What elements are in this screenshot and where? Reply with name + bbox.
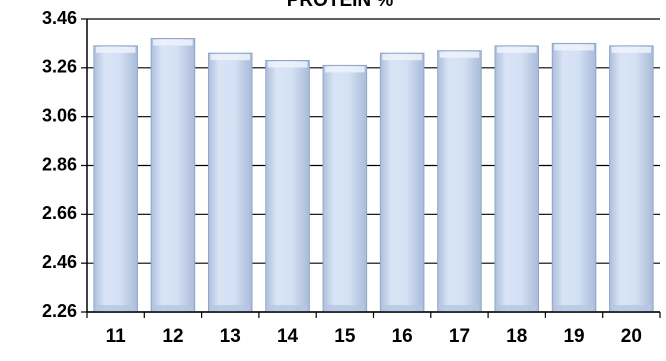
bar-bottom-bevel — [95, 305, 136, 311]
y-tick-label: 2.66 — [42, 203, 77, 223]
bar — [494, 45, 540, 313]
y-tick-label: 2.26 — [42, 301, 77, 321]
x-tick-label: 17 — [449, 326, 470, 347]
x-axis: 11 12 13 14 15 16 17 18 19 20 — [86, 311, 661, 347]
bars — [93, 38, 654, 313]
x-tick-label: 14 — [277, 326, 299, 347]
bar — [379, 52, 425, 313]
bar-top-bevel — [210, 54, 251, 61]
bar-top-bevel — [439, 51, 480, 58]
x-tick-label: 20 — [621, 326, 642, 347]
bar-top-bevel — [554, 44, 594, 51]
bar-bottom-bevel — [554, 305, 594, 311]
bar — [437, 50, 482, 313]
bar — [265, 60, 310, 313]
x-tick-label: 16 — [392, 326, 413, 347]
bar-bottom-bevel — [325, 305, 365, 311]
bar — [150, 38, 196, 313]
bar — [609, 45, 654, 313]
bar-top-bevel — [382, 54, 422, 61]
x-tick-label: 13 — [220, 326, 241, 347]
y-tick-label: 3.06 — [42, 105, 77, 125]
y-tick-label: 2.86 — [42, 154, 77, 174]
bar — [322, 64, 368, 313]
bar — [551, 42, 597, 313]
bar-bottom-bevel — [210, 305, 251, 311]
bar-bottom-bevel — [496, 305, 537, 311]
bar-top-bevel — [153, 39, 193, 46]
bar-top-bevel — [325, 66, 365, 73]
y-tick-label: 3.26 — [42, 57, 77, 77]
x-tick-label: 18 — [506, 326, 527, 347]
y-axis: 2.26 2.46 2.66 2.86 3.06 3.26 3.46 — [42, 8, 88, 321]
y-tick-label: 3.46 — [42, 8, 77, 28]
x-tick-label: 19 — [563, 326, 584, 347]
bar — [207, 52, 253, 313]
bar-top-bevel — [267, 61, 308, 68]
bar — [93, 45, 138, 313]
chart-title: PROTEIN % — [287, 0, 394, 11]
bar-bottom-bevel — [611, 305, 652, 311]
x-tick-label: 11 — [106, 326, 127, 347]
bar-bottom-bevel — [267, 305, 308, 311]
bar-bottom-bevel — [382, 305, 422, 311]
y-tick-label: 2.46 — [42, 252, 77, 272]
x-tick-label: 15 — [334, 326, 356, 347]
bar-top-bevel — [611, 46, 652, 53]
bar-top-bevel — [496, 46, 537, 53]
x-tick-label: 12 — [162, 326, 183, 347]
bar-bottom-bevel — [153, 305, 193, 311]
bar-top-bevel — [95, 46, 136, 53]
bar-bottom-bevel — [439, 305, 480, 311]
